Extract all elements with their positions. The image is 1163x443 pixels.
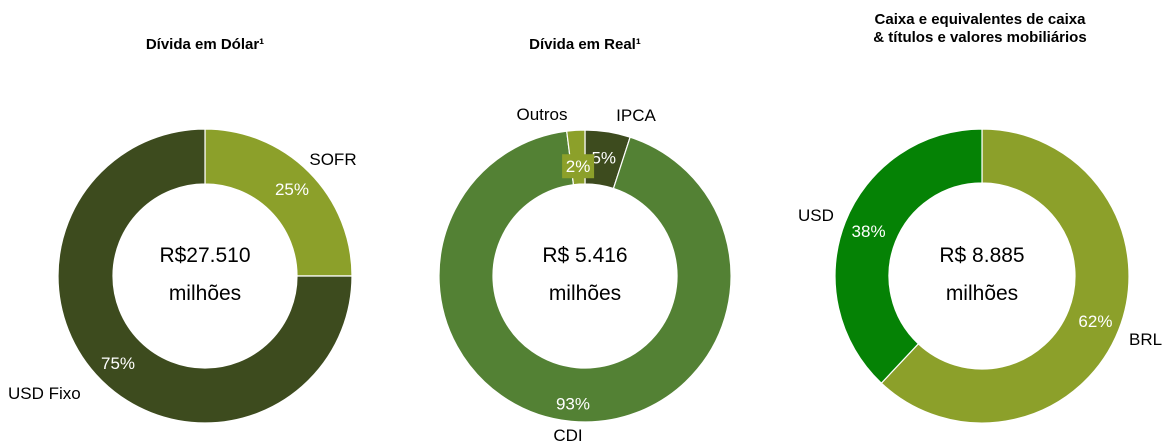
chart-2-title: Dívida em Real¹ [529,36,641,53]
slice-sofr-name-label: SOFR [309,150,356,169]
slice-usd-fixo-name-label: USD Fixo [8,384,81,403]
slice-ipca-name-label: IPCA [616,106,656,125]
center-amount: R$27.510 [159,244,250,267]
center-unit: milhões [946,282,1018,305]
slice-usd [834,128,983,385]
center-unit: milhões [169,282,241,305]
slice-brl-name-label: BRL [1129,330,1162,349]
slice-outros-percent-label: 2% [566,157,591,176]
slice-cdi [438,130,732,423]
donut-chart-1: 25%SOFR 75% USD Fixo R$27.510 milhões [8,128,357,424]
center-unit: milhões [549,282,621,305]
slice-usd-name-label: USD [798,206,834,225]
slice-usd-percent-label: 38% [852,222,886,241]
center-amount: R$ 8.885 [939,244,1024,267]
slice-ipca-percent-label: 5% [591,148,616,167]
donut-chart-3: 62% BRL 38% USD R$ 8.885 milhões [798,128,1162,424]
slice-usd-fixo [57,128,353,424]
slice-usd-fixo-percent-label: 75% [101,354,135,373]
center-amount: R$ 5.416 [542,244,627,267]
slice-cdi-percent-label: 93% [556,394,590,413]
slice-sofr-percent-label: 25% [275,180,309,199]
donut-chart-2: 5% IPCA 93% CDI 2% Outros R$ 5.416 milhões [438,105,732,443]
slice-outros-label-bg [562,154,595,179]
slice-brl [880,128,1130,424]
slice-cdi-name-label: CDI [553,426,582,443]
chart-1-title: Dívida em Dólar¹ [145,36,265,53]
slice-outros-name-label: Outros [516,105,567,124]
slice-brl-percent-label: 62% [1078,312,1112,331]
chart-3-title: Caixa e equivalentes de caixa & títulos … [873,11,1087,46]
